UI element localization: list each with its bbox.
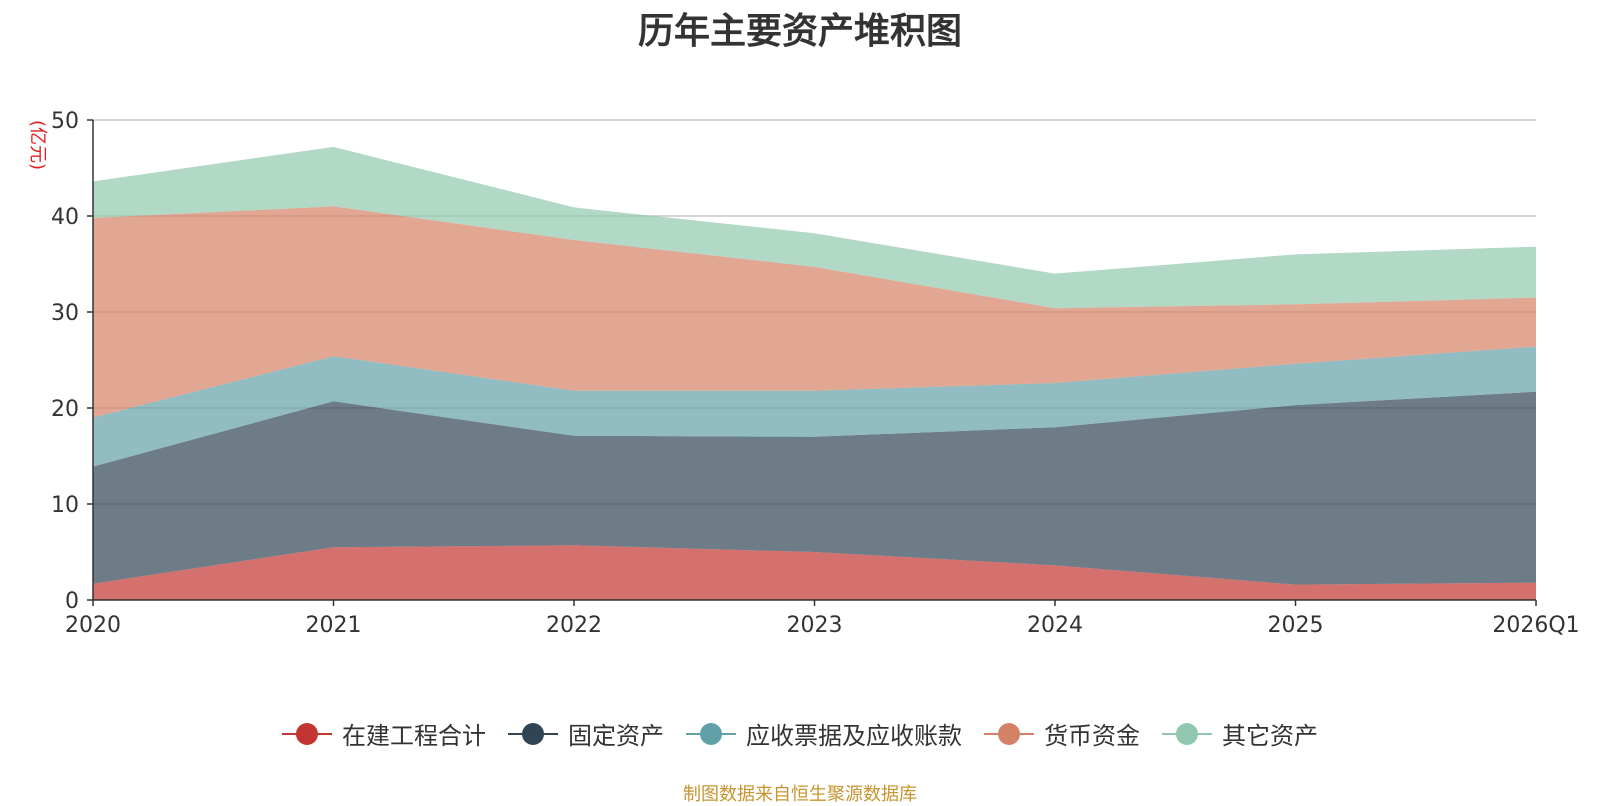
legend-item-2[interactable]: 固定资产 [508, 716, 664, 751]
area-series-5 [93, 146, 1536, 309]
x-tick-label: 2020 [65, 613, 121, 638]
source-note: 制图数据来自恒生聚源数据库 [683, 784, 917, 805]
legend-marker-icon [686, 722, 736, 745]
legend-marker-icon [508, 722, 558, 745]
x-tick-label: 2024 [1027, 613, 1083, 638]
y-tick-label: 10 [51, 493, 79, 518]
area-series-4 [93, 206, 1536, 418]
x-tick-label: 2022 [546, 613, 602, 638]
x-tick-label: 2025 [1268, 613, 1324, 638]
y-tick-label: 30 [51, 301, 79, 326]
legend-item-3[interactable]: 应收票据及应收账款 [686, 716, 962, 751]
x-tick-label: 2026Q1 [1492, 613, 1579, 638]
area-series-3 [93, 346, 1536, 467]
y-axis-label: (亿元) [27, 120, 48, 170]
legend-item-4[interactable]: 货币资金 [984, 716, 1140, 751]
y-tick-label: 0 [65, 589, 79, 614]
y-tick-label: 20 [51, 397, 79, 422]
x-tick-label: 2021 [306, 613, 362, 638]
legend-label: 在建工程合计 [342, 722, 486, 750]
legend: 在建工程合计 固定资产 应收票据及应收账款 货币资金 其它资产 [0, 716, 1600, 751]
axes: 0 10 20 30 40 50 2020 2021 2022 2023 2024 2025 2026Q… [51, 109, 1580, 638]
chart-title: 历年主要资产堆积图 [637, 11, 962, 52]
legend-label: 其它资产 [1222, 722, 1318, 750]
x-tick-label: 2023 [787, 613, 843, 638]
area-series-2 [93, 391, 1536, 585]
legend-item-1[interactable]: 在建工程合计 [282, 716, 486, 751]
legend-marker-icon [282, 722, 332, 745]
legend-label: 固定资产 [568, 722, 664, 750]
legend-marker-icon [1162, 722, 1212, 745]
legend-marker-icon [984, 722, 1034, 745]
legend-item-5[interactable]: 其它资产 [1162, 716, 1318, 751]
series-areas [93, 146, 1536, 600]
area-series-1 [93, 545, 1536, 600]
legend-label: 货币资金 [1044, 722, 1140, 750]
y-tick-label: 40 [51, 205, 79, 230]
legend-label: 应收票据及应收账款 [746, 722, 962, 750]
y-tick-label: 50 [51, 109, 79, 134]
